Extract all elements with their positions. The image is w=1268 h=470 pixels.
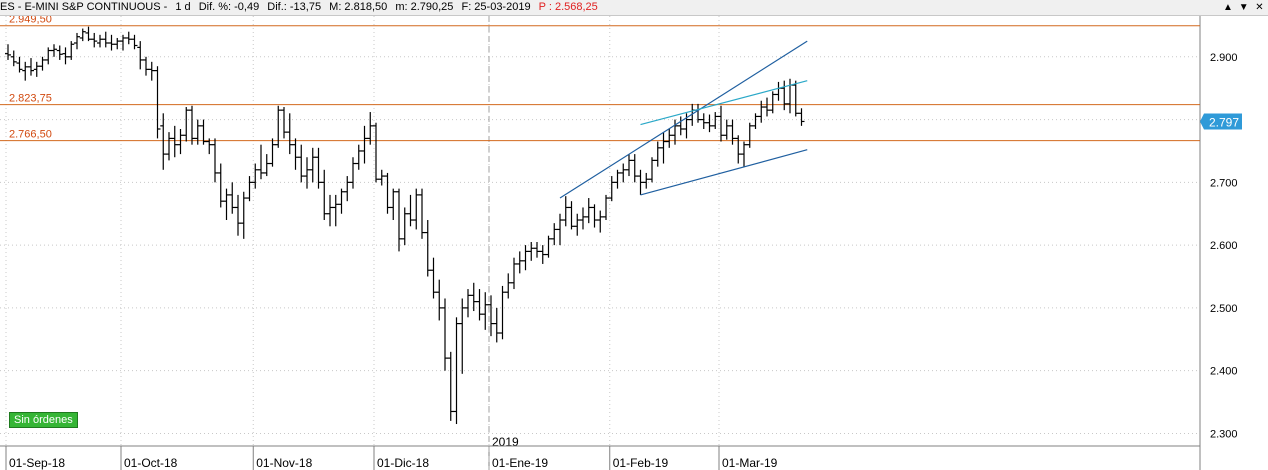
horizontal-level-label: 2.823,75 — [9, 93, 52, 105]
trendline — [640, 149, 808, 196]
title-period: 1 d — [175, 1, 191, 13]
y-tick-label: 2.600 — [1210, 240, 1238, 252]
x-tick-label: 01-Feb-19 — [613, 456, 669, 470]
title-min: m: 2.790,25 — [395, 1, 454, 13]
x-tick-label: 01-Sep-18 — [9, 456, 65, 470]
y-tick-label: 2.900 — [1210, 52, 1238, 64]
scroll-down-icon[interactable]: ▼ — [1238, 2, 1249, 13]
horizontal-level-label: 2.766,50 — [9, 129, 52, 141]
x-tick-label: 01-Mar-19 — [722, 456, 778, 470]
title-max: M: 2.818,50 — [329, 1, 388, 13]
last-price-badge — [1200, 113, 1242, 130]
window-buttons: ▲ ▼ ✕ — [1221, 0, 1266, 15]
title-abs-change: Dif.: -13,75 — [267, 1, 322, 13]
title-symbol: ES - E-MINI S&P CONTINUOUS - — [0, 1, 168, 13]
trendline — [559, 40, 808, 199]
close-icon[interactable]: ✕ — [1255, 2, 1264, 13]
x-tick-label: 01-Oct-18 — [124, 456, 178, 470]
y-tick-label: 2.700 — [1210, 177, 1238, 189]
orders-status-button[interactable]: Sin órdenes — [9, 412, 78, 428]
trendline — [640, 80, 808, 126]
scroll-up-icon[interactable]: ▲ — [1222, 2, 1233, 13]
x-tick-label: 01-Nov-18 — [256, 456, 312, 470]
x-tick-label: 01-Dic-18 — [377, 456, 429, 470]
window-titlebar: ES - E-MINI S&P CONTINUOUS - 1 d Dif. %:… — [0, 0, 1268, 16]
title-close-price: P : 2.568,25 — [538, 1, 598, 13]
price-chart[interactable]: 2.3002.4002.5002.6002.7002.8002.90001-Se… — [0, 16, 1268, 470]
title-pct-change: Dif. %: -0,49 — [198, 1, 260, 13]
y-tick-label: 2.400 — [1210, 366, 1238, 378]
title-date: F: 25-03-2019 — [461, 1, 531, 13]
x-tick-label: 01-Ene-19 — [492, 456, 548, 470]
horizontal-level-label: 2.949,50 — [9, 16, 52, 26]
y-tick-label: 2.500 — [1210, 303, 1238, 315]
year-marker-label: 2019 — [492, 435, 519, 449]
y-tick-label: 2.300 — [1210, 428, 1238, 440]
last-price-label: 2.797 — [1209, 115, 1239, 129]
